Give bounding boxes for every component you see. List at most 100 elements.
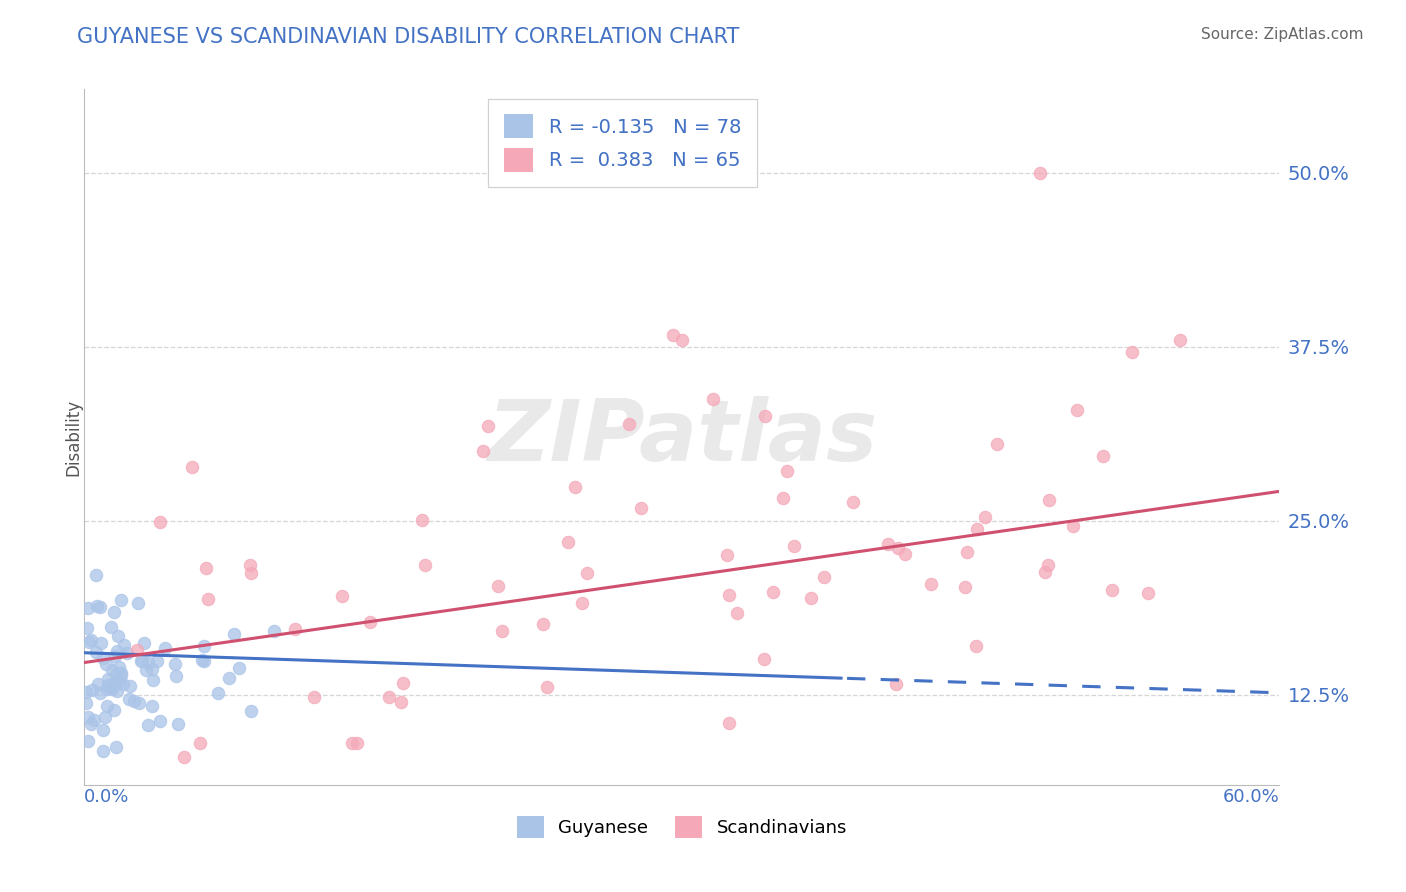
Point <box>80 716 103 731</box>
Point <box>105 740 128 755</box>
Point <box>877 537 900 551</box>
Point <box>163 657 186 671</box>
Point <box>1168 333 1191 347</box>
Point <box>104 648 127 663</box>
Point <box>155 640 177 655</box>
Point <box>100 663 122 677</box>
Point <box>111 677 134 691</box>
Point <box>80 683 103 698</box>
Point <box>389 695 412 709</box>
Point <box>77 710 100 724</box>
Point <box>391 675 413 690</box>
Point <box>103 702 125 716</box>
Point <box>167 717 190 731</box>
Point <box>100 680 122 694</box>
Point <box>1101 582 1123 597</box>
Point <box>90 635 112 649</box>
Point <box>173 750 195 764</box>
Point <box>105 684 128 698</box>
Point <box>302 690 325 705</box>
Point <box>76 621 98 635</box>
Point <box>132 636 155 650</box>
Point <box>110 665 132 680</box>
Legend: R = -0.135   N = 78, R =  0.383   N = 65: R = -0.135 N = 78, R = 0.383 N = 65 <box>488 99 756 187</box>
Point <box>149 515 172 529</box>
Point <box>165 669 187 683</box>
Point <box>142 673 165 687</box>
Point <box>557 535 579 549</box>
Point <box>86 645 108 659</box>
Point <box>718 716 741 731</box>
Text: ZIPatlas: ZIPatlas <box>486 395 877 479</box>
Point <box>222 626 245 640</box>
Point <box>1038 558 1060 573</box>
Point <box>1062 518 1084 533</box>
Point <box>149 714 172 728</box>
Point <box>94 709 117 723</box>
Point <box>96 682 118 697</box>
Point <box>194 561 217 575</box>
Point <box>96 699 118 714</box>
Point <box>772 491 794 505</box>
Point <box>630 501 652 516</box>
Point <box>471 444 494 458</box>
Point <box>378 690 401 704</box>
Point <box>263 624 285 638</box>
Point <box>884 677 907 691</box>
Point <box>104 676 127 690</box>
Point <box>491 624 513 638</box>
Point <box>89 686 111 700</box>
Point <box>754 409 776 423</box>
Point <box>127 596 149 610</box>
Point <box>124 694 146 708</box>
Point <box>359 615 381 629</box>
Point <box>894 547 917 561</box>
Point <box>702 392 724 407</box>
Point <box>135 663 157 677</box>
Point <box>125 643 148 657</box>
Point <box>94 657 117 671</box>
Point <box>129 654 152 668</box>
Point <box>413 558 436 572</box>
Point <box>727 606 749 620</box>
Text: GUYANESE VS SCANDINAVIAN DISABILITY CORRELATION CHART: GUYANESE VS SCANDINAVIAN DISABILITY CORR… <box>77 27 740 46</box>
Point <box>91 743 114 757</box>
Point <box>617 417 640 431</box>
Point <box>101 681 124 696</box>
Point <box>486 579 509 593</box>
Point <box>813 570 835 584</box>
Point <box>83 713 105 727</box>
Point <box>188 736 211 750</box>
Point <box>115 646 138 660</box>
Point <box>965 639 987 653</box>
Point <box>193 654 215 668</box>
Point <box>96 677 118 691</box>
Point <box>146 654 169 668</box>
Point <box>138 717 160 731</box>
Y-axis label: Disability: Disability <box>65 399 82 475</box>
Point <box>342 736 364 750</box>
Point <box>193 640 215 654</box>
Point <box>966 522 988 536</box>
Point <box>197 592 219 607</box>
Point <box>107 644 129 658</box>
Point <box>118 691 141 706</box>
Point <box>100 620 122 634</box>
Point <box>75 685 97 699</box>
Point <box>207 686 229 700</box>
Text: Source: ZipAtlas.com: Source: ZipAtlas.com <box>1201 27 1364 42</box>
Point <box>86 599 108 613</box>
Point <box>477 419 499 434</box>
Point <box>91 651 114 665</box>
Point <box>75 696 97 710</box>
Point <box>128 696 150 710</box>
Point <box>671 333 693 347</box>
Point <box>108 660 131 674</box>
Point <box>284 622 307 636</box>
Point <box>776 464 799 478</box>
Point <box>1066 402 1088 417</box>
Point <box>973 510 995 524</box>
Text: 0.0%: 0.0% <box>84 789 129 806</box>
Point <box>887 541 910 556</box>
Point <box>76 734 98 748</box>
